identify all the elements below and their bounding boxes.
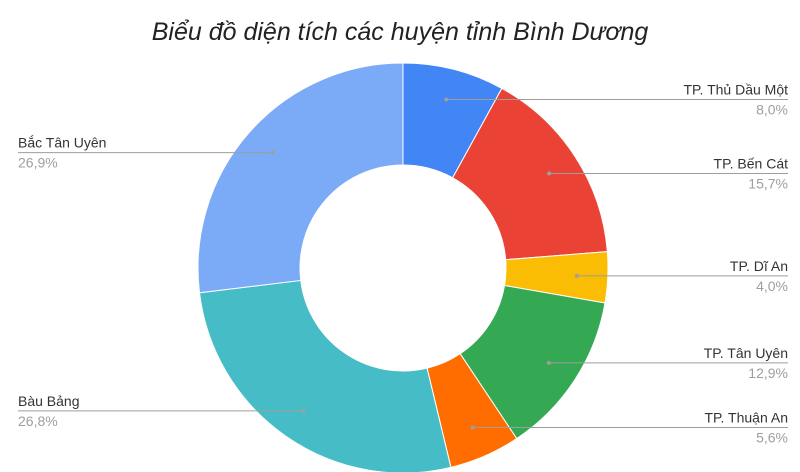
slice-value-label-3: 12,9% — [748, 365, 788, 381]
slice-value-label-1: 15,7% — [748, 176, 788, 192]
leader-dot-0 — [444, 97, 449, 102]
slice-5 — [198, 279, 452, 472]
slice-value-label-5: 26,8% — [18, 413, 58, 429]
leader-dot-6 — [270, 150, 275, 155]
leader-dot-2 — [574, 273, 579, 278]
chart-title: Biểu đồ diện tích các huyện tỉnh Bình Dư… — [151, 18, 649, 46]
slice-label-3: TP. Tân Uyên — [704, 345, 788, 361]
slice-value-label-2: 4,0% — [756, 278, 788, 294]
slice-value-label-4: 5,6% — [756, 429, 788, 445]
slice-6 — [197, 62, 404, 294]
slice-label-0: TP. Thủ Dầu Một — [683, 81, 788, 97]
slice-label-6: Bắc Tân Uyên — [18, 135, 106, 151]
slice-label-1: TP. Bến Cát — [714, 156, 789, 172]
leader-dot-1 — [547, 171, 552, 176]
leader-dot-5 — [301, 408, 306, 413]
leader-dot-4 — [470, 425, 475, 430]
slice-value-label-0: 8,0% — [756, 101, 788, 117]
slice-value-label-6: 26,9% — [18, 155, 58, 171]
slice-label-4: TP. Thuận An — [704, 409, 788, 425]
slice-label-2: TP. Dĩ An — [730, 258, 788, 274]
leader-dot-3 — [546, 360, 551, 365]
slice-label-5: Bàu Bảng — [18, 393, 80, 409]
